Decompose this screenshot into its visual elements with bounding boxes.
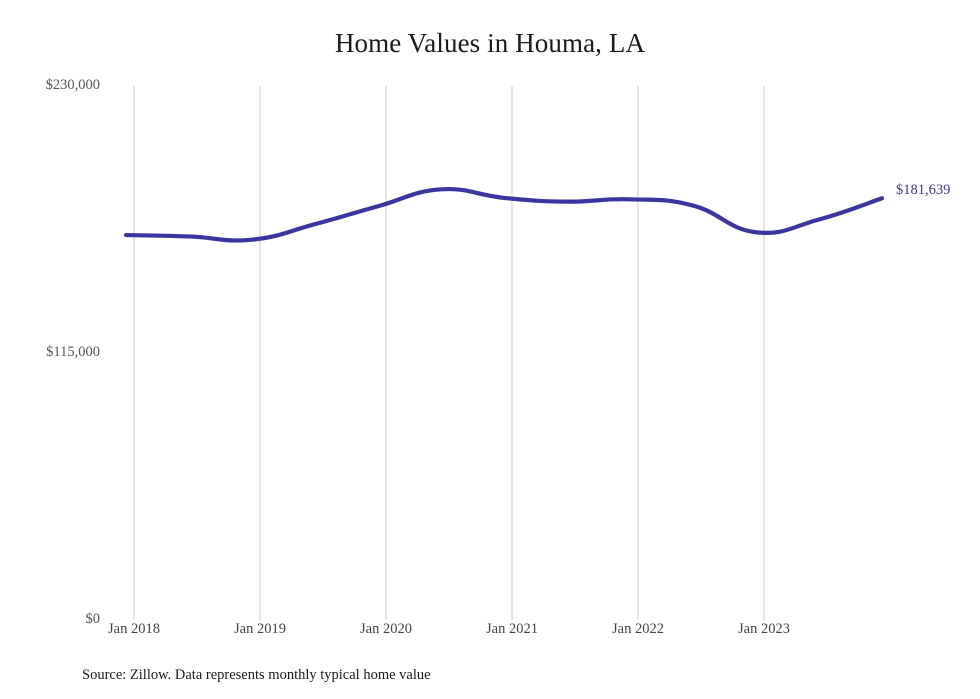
x-axis-tick-label: Jan 2023: [738, 621, 790, 637]
series-end-value-label: $181,639: [896, 182, 951, 199]
series-line: [123, 186, 885, 243]
x-axis-tick-label: Jan 2020: [360, 621, 412, 637]
x-axis-tick-label: Jan 2018: [108, 621, 160, 637]
plot-area: [123, 86, 885, 620]
x-axis-tick-label: Jan 2019: [234, 621, 286, 637]
x-axis-tick-label: Jan 2021: [486, 621, 538, 637]
y-axis-tick-label: $0: [85, 611, 101, 627]
plot-svg: [123, 86, 885, 620]
y-axis-tick-label: $115,000: [46, 344, 100, 360]
y-axis-tick-label: $230,000: [45, 77, 100, 93]
gridlines-group: [133, 86, 765, 620]
source-footnote: Source: Zillow. Data represents monthly …: [82, 667, 431, 683]
series-paths-group: [123, 186, 885, 243]
x-axis-tick-label: Jan 2022: [612, 621, 664, 637]
chart-title: Home Values in Houma, LA: [334, 28, 646, 58]
